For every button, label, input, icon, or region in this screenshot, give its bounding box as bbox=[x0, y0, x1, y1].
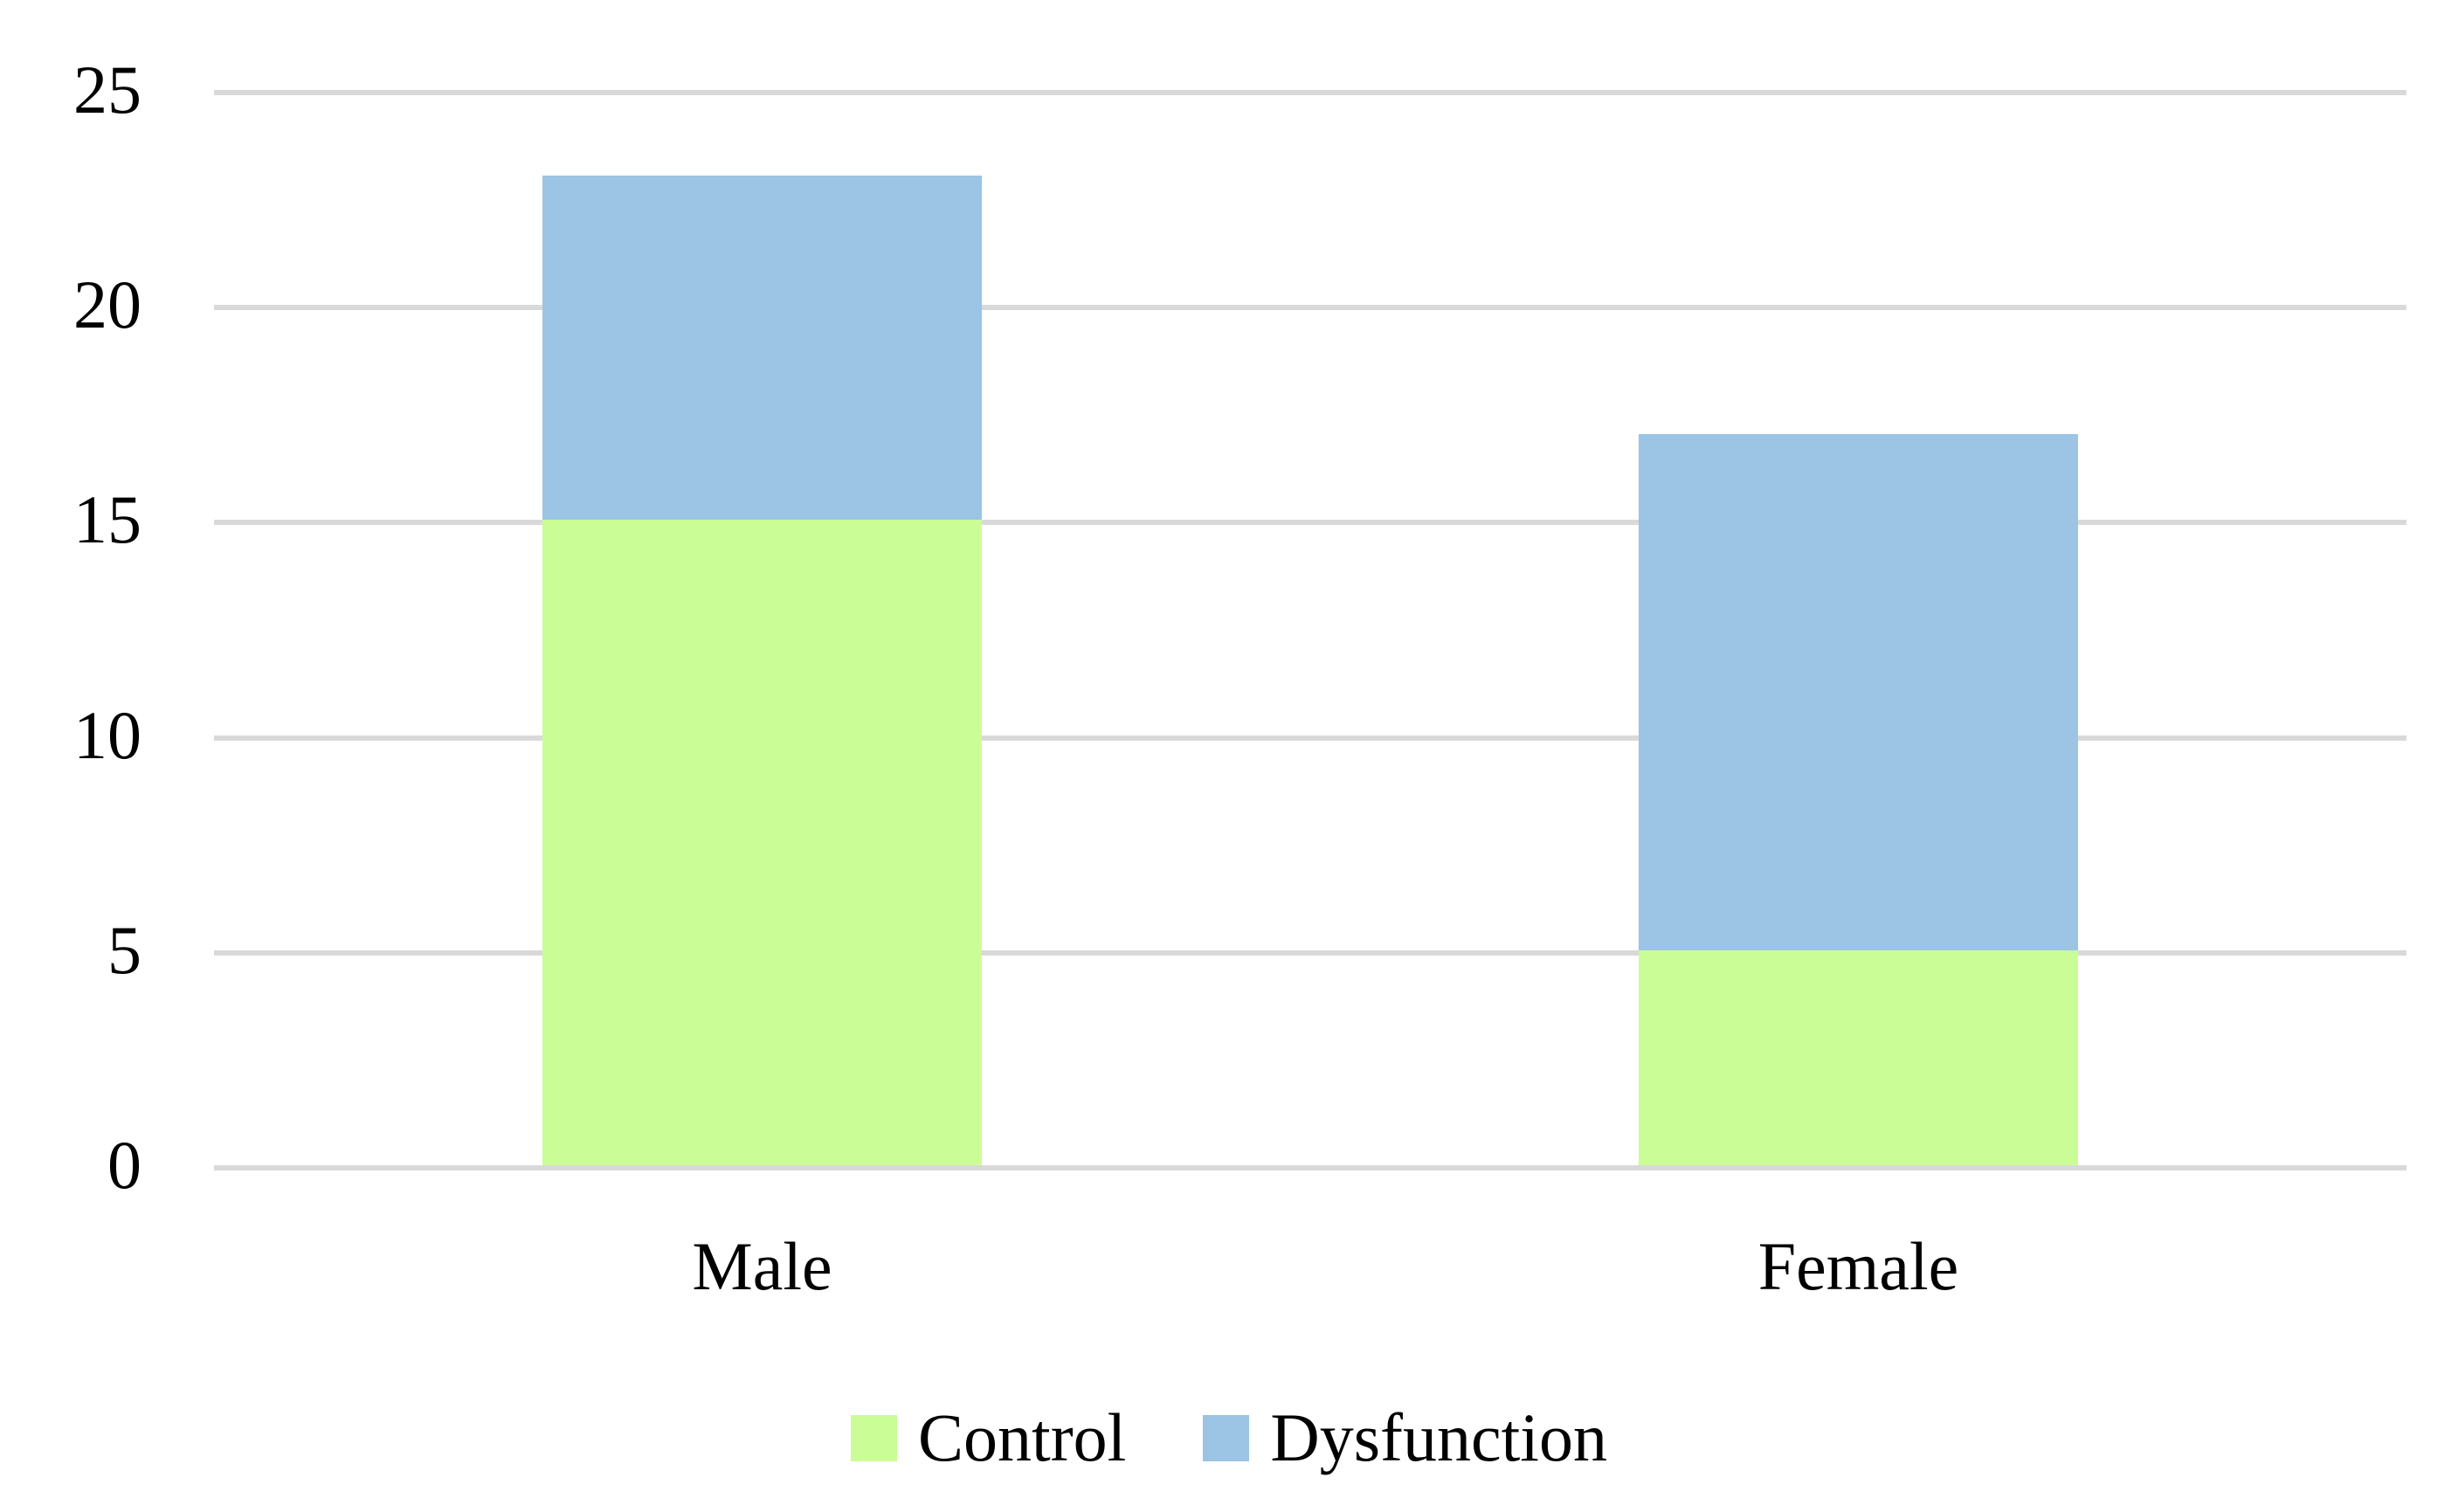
gridline-y-5 bbox=[214, 949, 2406, 956]
gridline-y-10 bbox=[214, 735, 2406, 741]
legend-swatch-dysfunction bbox=[1203, 1414, 1250, 1461]
x-category-label-male: Male bbox=[692, 1228, 832, 1304]
gridline-y-25 bbox=[214, 90, 2406, 95]
y-tick-label: 15 bbox=[73, 481, 142, 558]
gridline-y-15 bbox=[214, 520, 2406, 526]
y-tick-label: 20 bbox=[73, 266, 142, 343]
legend-item-dysfunction: Dysfunction bbox=[1203, 1404, 1607, 1472]
gridline-y-0 bbox=[214, 1165, 2406, 1170]
bar-segment-dysfunction-male bbox=[542, 176, 982, 521]
bar-segment-control-male bbox=[542, 520, 982, 1165]
gridline-y-20 bbox=[214, 305, 2406, 311]
legend-label: Dysfunction bbox=[1270, 1399, 1607, 1475]
legend-item-control: Control bbox=[851, 1404, 1126, 1472]
x-category-label-female: Female bbox=[1757, 1228, 1959, 1304]
chart-legend: Control Dysfunction bbox=[0, 1394, 2458, 1481]
legend-swatch-control bbox=[851, 1414, 898, 1461]
bar-segment-control-female bbox=[1639, 949, 2078, 1165]
legend-label: Control bbox=[918, 1399, 1127, 1475]
y-tick-label: 25 bbox=[73, 52, 142, 128]
y-tick-label: 5 bbox=[107, 911, 142, 988]
y-tick-label: 10 bbox=[73, 696, 142, 773]
y-tick-label: 0 bbox=[107, 1127, 142, 1203]
bar-segment-dysfunction-female bbox=[1639, 433, 2078, 950]
